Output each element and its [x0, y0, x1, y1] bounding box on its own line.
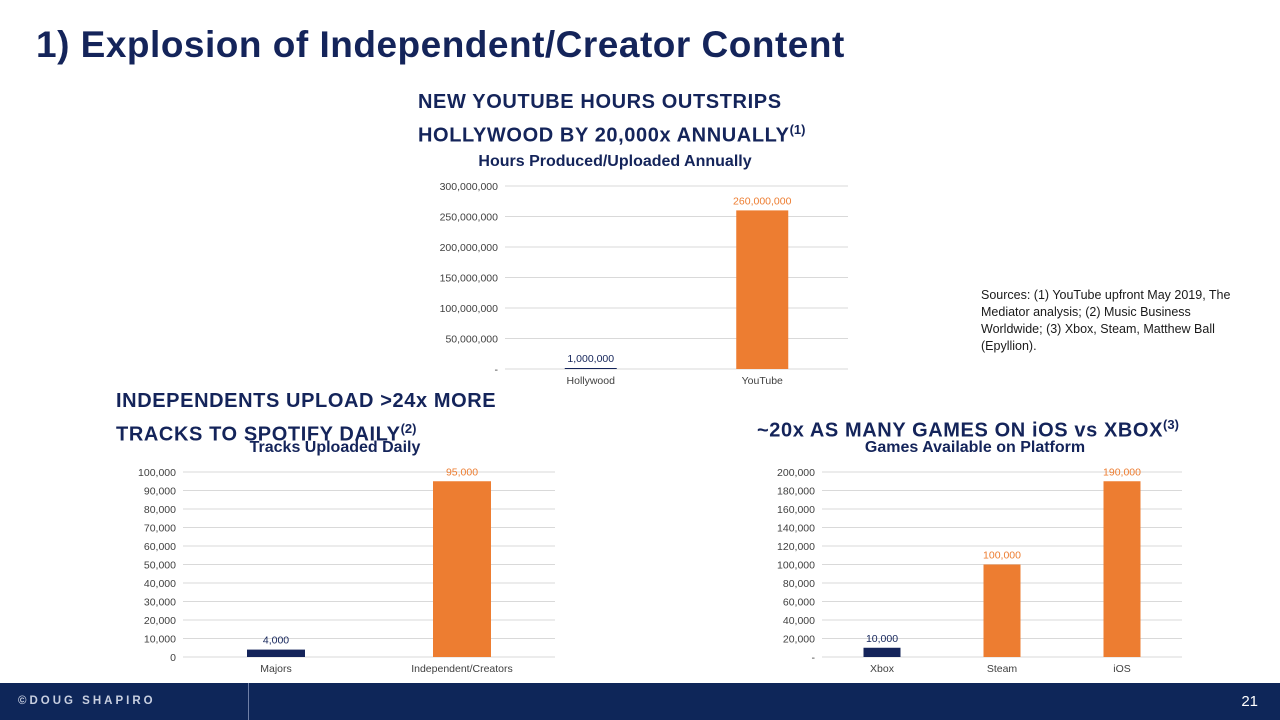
- games-chart: Games Available on Platform - 20,000 40,000…: [777, 439, 1182, 675]
- tracks-ytick-label: 30,000: [144, 597, 176, 609]
- headline-spotify-line2: TRACKS TO SPOTIFY DAILY: [116, 423, 401, 446]
- tracks-ytick-label: 80,000: [144, 504, 176, 516]
- games-chart-title: Games Available on Platform: [865, 439, 1085, 456]
- games-data-label: 10,000: [866, 633, 898, 645]
- games-category-label: iOS: [1113, 663, 1131, 675]
- games-ytick-label: 60,000: [783, 597, 815, 609]
- tracks-chart: Tracks Uploaded Daily 0 10,000 20,000 30,000…: [138, 439, 555, 675]
- hours-ytick-label: -: [495, 364, 499, 376]
- sources-note: Sources: (1) YouTube upfront May 2019, T…: [981, 288, 1231, 353]
- headline-youtube-line1: NEW YOUTUBE HOURS OUTSTRIPS: [418, 91, 782, 113]
- headline-games: ~20x AS MANY GAMES ON iOS vs XBOX(3): [757, 411, 1179, 445]
- games-ytick-label: 100,000: [777, 560, 815, 572]
- tracks-category-label: Independent/Creators: [411, 663, 513, 675]
- tracks-data-label: 95,000: [446, 466, 478, 478]
- footer-divider: [248, 683, 249, 720]
- games-ytick-label: 180,000: [777, 486, 815, 498]
- games-category-label: Steam: [987, 663, 1018, 675]
- games-ytick-label: 20,000: [783, 634, 815, 646]
- hours-ytick-label: 250,000,000: [440, 212, 499, 224]
- tracks-ytick-label: 60,000: [144, 541, 176, 553]
- headline-spotify: INDEPENDENTS UPLOAD >24x MORE TRACKS TO …: [116, 388, 496, 449]
- hours-ytick-label: 200,000,000: [440, 242, 499, 254]
- headline-spotify-footnote: (2): [400, 421, 417, 436]
- tracks-data-label: 4,000: [263, 635, 289, 647]
- hours-chart-title: Hours Produced/Uploaded Annually: [478, 153, 751, 170]
- tracks-ytick-label: 50,000: [144, 560, 176, 572]
- headline-games-footnote: (3): [1163, 417, 1179, 432]
- tracks-ytick-label: 20,000: [144, 615, 176, 627]
- games-data-label: 190,000: [1103, 466, 1141, 478]
- hours-ytick-label: 300,000,000: [440, 181, 499, 193]
- page-number: 21: [1241, 693, 1258, 710]
- tracks-ytick-label: 40,000: [144, 578, 176, 590]
- games-category-label: Xbox: [870, 663, 895, 675]
- games-ytick-label: 40,000: [783, 615, 815, 627]
- headline-games-line1: ~20x AS MANY GAMES ON iOS vs XBOX: [757, 419, 1164, 442]
- headline-spotify-line1: INDEPENDENTS UPLOAD >24x MORE: [116, 390, 497, 412]
- games-ytick-label: 200,000: [777, 467, 815, 479]
- headline-youtube-footnote: (1): [789, 122, 806, 137]
- hours-category-label: YouTube: [742, 375, 783, 387]
- hours-category-label: Hollywood: [567, 375, 616, 387]
- hours-chart: Hours Produced/Uploaded Annually - 50,000,…: [440, 153, 848, 387]
- footer-bar: ©DOUG SHAPIRO 21: [0, 683, 1280, 720]
- tracks-ytick-label: 0: [170, 652, 176, 664]
- tracks-chart-title: Tracks Uploaded Daily: [250, 439, 421, 456]
- tracks-ytick-label: 100,000: [138, 467, 176, 479]
- games-bar-ios: [1103, 481, 1141, 657]
- tracks-bar-independent-creators: [433, 481, 491, 657]
- headline-youtube: NEW YOUTUBE HOURS OUTSTRIPS HOLLYWOOD BY…: [418, 89, 805, 150]
- games-ytick-label: 140,000: [777, 523, 815, 535]
- hours-bar-youtube: [736, 210, 789, 369]
- slide-title: 1) Explosion of Independent/Creator Cont…: [36, 24, 845, 65]
- hours-ytick-label: 50,000,000: [445, 334, 498, 346]
- headline-youtube-line2: HOLLYWOOD BY 20,000x ANNUALLY: [418, 124, 790, 147]
- footer-brand: ©DOUG SHAPIRO: [18, 695, 156, 707]
- games-bar-xbox: [863, 647, 901, 657]
- tracks-category-label: Majors: [260, 663, 292, 675]
- tracks-ytick-label: 90,000: [144, 486, 176, 498]
- games-ytick-label: -: [812, 652, 816, 664]
- tracks-ytick-label: 70,000: [144, 523, 176, 535]
- games-ytick-label: 80,000: [783, 578, 815, 590]
- hours-bar-hollywood: [564, 368, 617, 369]
- games-ytick-label: 120,000: [777, 541, 815, 553]
- hours-ytick-label: 150,000,000: [440, 273, 499, 285]
- games-bar-steam: [983, 564, 1021, 657]
- tracks-ytick-label: 10,000: [144, 634, 176, 646]
- hours-data-label: 260,000,000: [733, 195, 792, 207]
- hours-data-label: 1,000,000: [567, 353, 614, 365]
- hours-ytick-label: 100,000,000: [440, 303, 499, 315]
- tracks-bar-majors: [247, 649, 305, 657]
- games-data-label: 100,000: [983, 550, 1021, 562]
- games-ytick-label: 160,000: [777, 504, 815, 516]
